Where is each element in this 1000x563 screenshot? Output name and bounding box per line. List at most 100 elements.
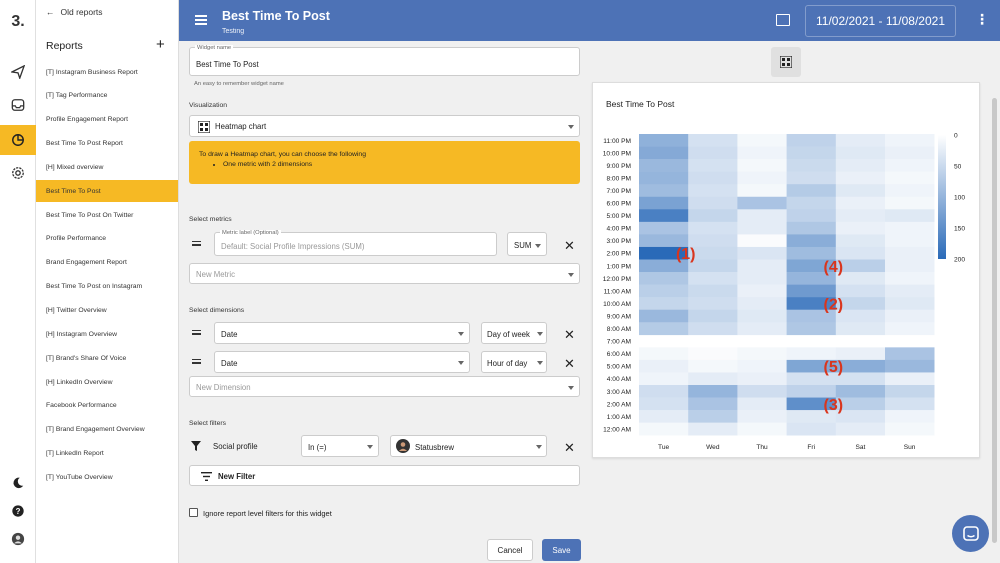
heatmap-cell [885,297,935,310]
sidebar-item[interactable]: Profile Engagement Report [46,116,128,124]
scrollbar[interactable] [992,98,997,543]
dimension-granularity-select[interactable]: Day of week [481,322,547,344]
add-report-button[interactable]: + [156,36,165,53]
heatmap-cell [786,196,837,210]
drag-handle-icon[interactable] [192,359,201,366]
heatmap-cell [835,297,886,310]
remove-dimension-icon[interactable]: ✕ [564,327,575,342]
sidebar-item[interactable]: [T] Brand Engagement Overview [46,426,145,434]
heatmap-cell [835,422,886,436]
annotation-label: (1) [676,246,696,263]
sidebar-item[interactable]: Profile Performance [46,235,107,243]
heatmap-cell [786,221,837,235]
chat-icon [962,525,979,541]
sidebar-item[interactable]: [T] Instagram Business Report [46,68,138,76]
date-range-picker[interactable]: 11/02/2021 - 11/08/2021 [805,5,956,37]
heatmap-cell [639,372,689,386]
heatmap-cell [786,246,837,260]
help-icon[interactable]: ? [0,497,36,525]
y-tick-label: 10:00 AM [603,301,631,308]
heatmap-cell [737,171,787,185]
metric-label-field[interactable]: Metric label (Optional) Default: Social … [214,230,497,256]
heatmap-cell [835,159,886,172]
sidebar-item[interactable]: [T] Brand's Share Of Voice [46,354,127,362]
settings-icon[interactable] [0,159,36,187]
new-filter-button[interactable]: New Filter [189,465,580,486]
sidebar-item[interactable]: Facebook Performance [46,402,117,410]
filter-field-label: Social profile [213,442,258,451]
sidebar-item[interactable]: [T] LinkedIn Report [46,450,104,458]
heatmap-cell [639,422,689,436]
chart-card: Best Time To Post 11:00 PM 10:00 PM 9:00 P… [592,82,980,458]
dimension-granularity-select[interactable]: Hour of day [481,351,547,373]
cancel-button[interactable]: Cancel [487,539,533,561]
heatmap-cell [835,385,886,398]
heatmap-cell [885,397,935,411]
more-options-icon[interactable]: ⋮ [975,11,989,27]
chart-type-toggle[interactable] [771,47,801,77]
reports-sidebar: ← Old reports Reports + [T] Instagram Bu… [36,0,179,563]
widget-name-field[interactable]: Widget name Best Time To Post [189,45,580,76]
heatmap-cell [835,322,886,336]
ignore-filters-checkbox[interactable] [189,508,198,517]
remove-metric-icon[interactable]: ✕ [564,238,575,253]
sidebar-item[interactable]: [H] Instagram Overview [46,330,118,338]
sidebar-item[interactable]: [H] Mixed overview [46,163,104,171]
avatar[interactable] [0,525,36,553]
dark-mode-icon[interactable] [0,469,36,497]
sidebar-item[interactable]: [H] Twitter Overview [46,307,107,314]
old-reports-link[interactable]: ← Old reports [46,7,103,17]
metric-aggregation-select[interactable]: SUM [507,232,547,256]
filter-value-select[interactable]: Statusbrew [390,435,547,457]
save-button[interactable]: Save [542,539,581,561]
remove-dimension-icon[interactable]: ✕ [564,356,575,371]
reports-icon[interactable] [0,125,36,155]
heatmap-cell [737,272,787,285]
drag-handle-icon[interactable] [192,241,201,248]
heatmap-cell [835,309,886,323]
new-metric-select[interactable]: New Metric [189,263,580,284]
heatmap-cell [688,184,738,198]
heatmap-cell [688,272,738,285]
heatmap-cell [639,359,689,373]
heatmap-cell [885,284,935,298]
heatmap-cell [688,422,738,436]
dimension-field-select[interactable]: Date [214,322,470,344]
heatmap-cell [639,221,689,235]
menu-icon[interactable] [195,15,207,25]
dimension-field-select[interactable]: Date [214,351,470,373]
sidebar-item[interactable]: Best Time To Post on Instagram [46,283,143,291]
chat-button[interactable] [952,515,989,552]
heatmap-cell [737,297,787,310]
y-tick-label: 9:00 AM [607,313,631,320]
heatmap-cell [885,184,935,198]
send-icon[interactable] [0,58,36,86]
remove-filter-icon[interactable]: ✕ [564,440,575,455]
heatmap-cell [639,234,689,248]
sidebar-item[interactable]: [H] LinkedIn Overview [46,378,113,386]
sidebar-item[interactable]: Brand Engagement Report [46,259,127,267]
sidebar-item[interactable]: Best Time To Post [36,180,178,203]
sidebar-item[interactable]: Best Time To Post On Twitter [46,211,134,219]
visualization-select[interactable]: Heatmap chart [189,115,580,137]
heatmap-cell [639,196,689,210]
heatmap-chart: 11:00 PM 10:00 PM 9:00 PM 8:00 PM 7:00 PM 6:0… [603,133,966,452]
drag-handle-icon[interactable] [192,330,201,337]
add-chart-icon[interactable] [776,14,790,26]
sidebar-item[interactable]: [T] Tag Performance [46,92,108,100]
filter-icon [191,441,201,451]
chart-title: Best Time To Post [606,99,675,109]
sidebar-item[interactable]: Best Time To Post Report [46,140,123,148]
inbox-icon[interactable] [0,91,36,119]
heatmap-cell [786,259,837,273]
logo-icon[interactable]: 3. [11,13,25,30]
filter-operator-select[interactable]: In (=) [301,435,379,457]
legend-tick-label: 100 [954,195,965,202]
sidebar-item[interactable]: [T] YouTube Overview [46,473,113,481]
heatmap-cell [639,159,689,172]
y-tick-label: 4:00 AM [607,376,631,383]
heatmap-cell [885,209,935,223]
new-dimension-select[interactable]: New Dimension [189,376,580,397]
heatmap-cell [639,272,689,285]
heatmap-cell [786,359,837,373]
